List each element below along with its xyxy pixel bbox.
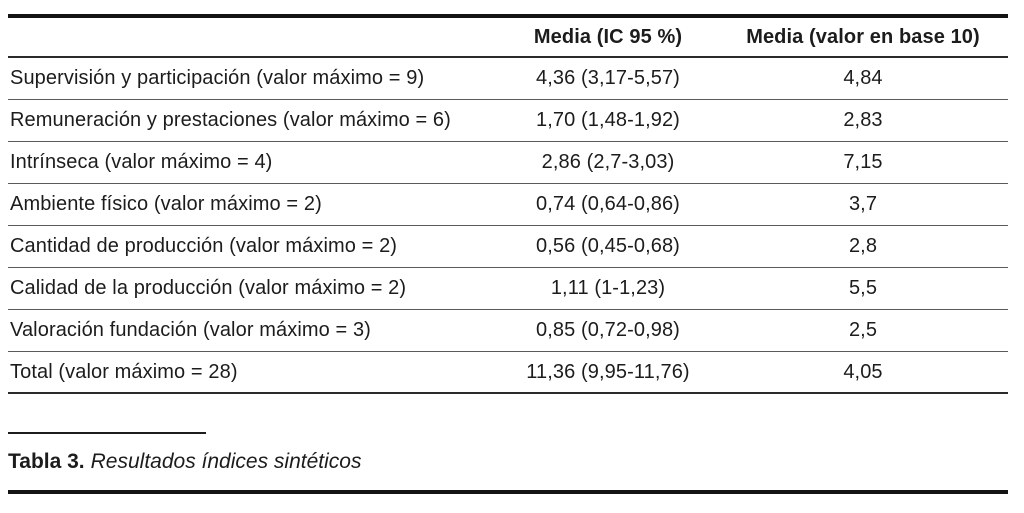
media-base10-cell: 3,7 (848, 193, 878, 215)
row-label: Calidad de la producción (valor máximo =… (10, 277, 407, 299)
media-base10-cell: 2,83 (843, 109, 883, 131)
table-row: Remuneración y prestaciones (valor máxim… (8, 100, 1008, 142)
media-base10-cell: 4,05 (843, 360, 883, 383)
media-base10-cell: 2,8 (848, 235, 878, 257)
media-base10-cell: 4,84 (843, 67, 883, 89)
row-label: Total (valor máximo = 28) (10, 360, 238, 383)
table-row: Cantidad de producción (valor máximo = 2… (8, 226, 1008, 268)
caption-separator-rule (8, 432, 206, 434)
table-row: Ambiente físico (valor máximo = 2) 0,74 … (8, 184, 1008, 226)
table-row: Calidad de la producción (valor máximo =… (8, 268, 1008, 310)
media-base10-cell: 5,5 (848, 277, 878, 299)
column-header-media-ic: Media (IC 95 %) (533, 25, 683, 48)
row-label: Intrínseca (valor máximo = 4) (10, 151, 273, 173)
media-ic-cell: 1,11 (1-1,23) (550, 277, 666, 299)
table-row: Supervisión y participación (valor máxim… (8, 58, 1008, 100)
table-caption-label: Tabla 3. (8, 450, 85, 473)
table-row-total: Total (valor máximo = 28) 11,36 (9,95-11… (8, 352, 1008, 394)
media-base10-cell: 2,5 (848, 319, 878, 341)
media-ic-cell: 0,74 (0,64-0,86) (536, 193, 680, 215)
row-label: Cantidad de producción (valor máximo = 2… (10, 235, 398, 257)
media-ic-cell: 2,86 (2,7-3,03) (541, 151, 675, 173)
media-ic-cell: 4,36 (3,17-5,57) (536, 67, 680, 89)
table-row: Valoración fundación (valor máximo = 3) … (8, 310, 1008, 352)
row-label: Remuneración y prestaciones (valor máxim… (10, 109, 451, 131)
results-table: Media (IC 95 %) Media (valor en base 10)… (8, 14, 1008, 394)
media-ic-cell: 0,85 (0,72-0,98) (536, 319, 680, 341)
figure-bottom-rule (8, 490, 1008, 494)
media-ic-cell: 0,56 (0,45-0,68) (536, 235, 680, 257)
row-label: Ambiente físico (valor máximo = 2) (10, 193, 322, 215)
table-caption-text: Resultados índices sintéticos (90, 450, 362, 473)
table-row: Intrínseca (valor máximo = 4) 2,86 (2,7-… (8, 142, 1008, 184)
media-ic-cell: 1,70 (1,48-1,92) (536, 109, 680, 131)
column-header-media-base10: Media (valor en base 10) (746, 25, 980, 48)
row-label: Valoración fundación (valor máximo = 3) (10, 319, 371, 341)
row-label: Supervisión y participación (valor máxim… (10, 67, 425, 89)
paper-table-figure: Media (IC 95 %) Media (valor en base 10)… (8, 0, 1008, 494)
table-header-row: Media (IC 95 %) Media (valor en base 10) (8, 18, 1008, 58)
media-ic-cell: 11,36 (9,95-11,76) (526, 360, 690, 383)
media-base10-cell: 7,15 (843, 151, 883, 173)
table-caption: Tabla 3. Resultados índices sintéticos (8, 450, 1008, 474)
